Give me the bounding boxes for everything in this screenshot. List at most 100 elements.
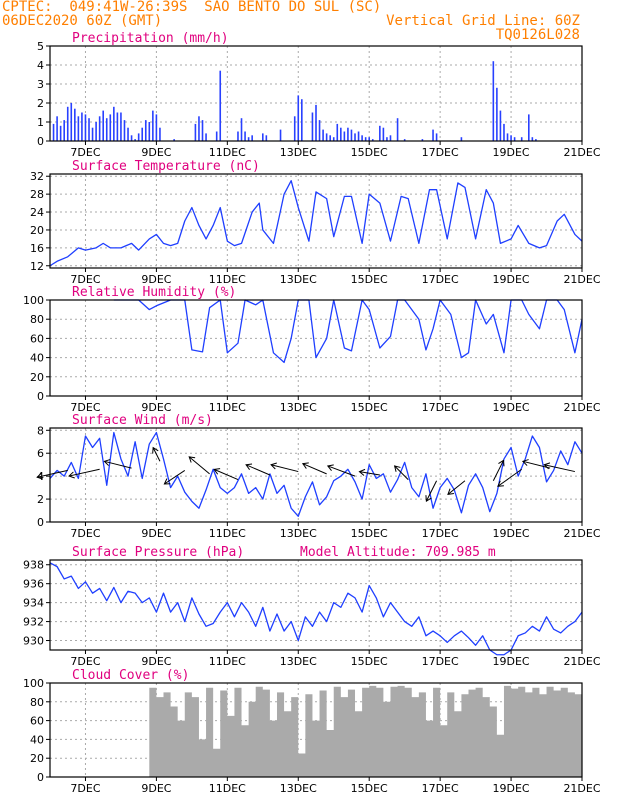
precip-bar — [531, 137, 534, 141]
precip-bar — [389, 135, 392, 141]
precip-bar — [173, 139, 175, 141]
precip-bar — [155, 114, 158, 141]
x-tick-label: 21DEC — [563, 146, 600, 159]
precip-bar — [357, 131, 360, 141]
wind-vector — [302, 463, 327, 475]
x-tick-label: 21DEC — [563, 655, 600, 668]
x-tick-label: 13DEC — [280, 273, 317, 286]
precip-bar — [301, 99, 303, 141]
x-tick-label: 13DEC — [280, 782, 317, 795]
panel-title: Precipitation (mm/h) — [72, 31, 229, 46]
x-tick-label: 17DEC — [422, 146, 459, 159]
precip-bar — [91, 127, 94, 141]
wind-vector — [425, 480, 438, 502]
precip-bar — [343, 131, 346, 141]
y-tick-label: 0 — [37, 771, 44, 784]
x-tick-label: 11DEC — [209, 655, 246, 668]
x-tick-label: 19DEC — [493, 655, 530, 668]
precip-bar — [332, 137, 335, 141]
panel-5: 930 932 934 936 938 7DEC 9DEC 11DEC 13DEC 15DEC 17… — [23, 545, 601, 668]
wind-vector-head — [393, 465, 401, 472]
precip-bar — [499, 110, 502, 141]
y-tick-label: 938 — [23, 559, 44, 572]
y-tick-label: 3 — [37, 78, 44, 91]
precip-bar — [81, 112, 83, 141]
precip-bar — [382, 127, 385, 141]
precip-bar — [510, 135, 512, 141]
wind-vector — [188, 456, 210, 475]
precip-bar — [435, 133, 438, 141]
wind-vector-head — [543, 462, 551, 470]
precip-bar — [123, 120, 126, 141]
x-tick-label: 9DEC — [141, 273, 171, 286]
x-tick-label: 13DEC — [280, 146, 317, 159]
precip-bar — [98, 116, 101, 141]
wind-vector — [327, 465, 356, 477]
precip-bar — [134, 139, 136, 141]
x-tick-label: 21DEC — [563, 527, 600, 540]
x-tick-label: 19DEC — [493, 146, 530, 159]
precip-bar — [368, 137, 370, 141]
wind-vector — [164, 469, 186, 485]
precip-bar — [340, 127, 342, 141]
precip-bar — [265, 135, 268, 141]
precip-bar — [492, 61, 495, 142]
x-tick-label: 17DEC — [422, 273, 459, 286]
x-tick-label: 13DEC — [280, 527, 317, 540]
x-tick-label: 9DEC — [141, 146, 171, 159]
x-tick-label: 7DEC — [70, 527, 100, 540]
y-tick-label: 20 — [30, 371, 44, 384]
precip-bar — [137, 133, 140, 141]
precip-bar — [311, 112, 314, 141]
precip-bar — [520, 137, 523, 141]
precip-bar — [159, 127, 161, 141]
y-tick-label: 936 — [23, 578, 44, 591]
precip-bar — [120, 112, 122, 141]
x-tick-label: 19DEC — [493, 273, 530, 286]
x-tick-label: 15DEC — [351, 527, 388, 540]
precip-bar — [141, 127, 144, 141]
x-tick-label: 19DEC — [493, 527, 530, 540]
wind-vector-head — [447, 488, 454, 495]
wind-vector — [492, 460, 504, 481]
precip-bar — [364, 137, 367, 141]
y-tick-label: 40 — [30, 352, 44, 365]
precip-bar — [152, 110, 154, 141]
precip-bar — [361, 135, 363, 141]
x-tick-label: 15DEC — [351, 273, 388, 286]
precip-bar — [329, 135, 331, 141]
panel-3: 0 20 40 60 80 100 7DEC 9DEC 11DEC 13DEC 15DEC 17DEC… — [23, 285, 601, 414]
precip-bar — [102, 110, 104, 141]
precip-bar — [318, 120, 321, 141]
series-line — [49, 180, 583, 267]
y-tick-label: 12 — [30, 260, 44, 273]
precip-bar — [297, 95, 300, 141]
series-line — [49, 562, 583, 656]
y-tick-label: 100 — [23, 677, 44, 690]
wind-vector — [447, 480, 466, 495]
wind-vector — [270, 464, 299, 473]
y-tick-label: 60 — [30, 332, 44, 345]
precip-bar — [325, 133, 328, 141]
precip-bar — [113, 106, 115, 141]
precip-bar — [386, 137, 388, 141]
precip-bar — [109, 114, 112, 141]
y-tick-label: 6 — [37, 447, 44, 460]
y-tick-label: 32 — [30, 170, 44, 183]
x-tick-label: 21DEC — [563, 401, 600, 414]
x-tick-label: 13DEC — [280, 655, 317, 668]
header-location: CPTEC: 049:41W-26:39S SAO BENTO DO SUL (… — [2, 0, 382, 15]
y-tick-label: 100 — [23, 294, 44, 307]
precip-bar — [279, 129, 282, 141]
precip-bar — [130, 135, 133, 141]
x-tick-label: 9DEC — [141, 527, 171, 540]
wind-vector — [544, 464, 576, 473]
y-tick-label: 16 — [30, 242, 44, 255]
precip-bar — [194, 123, 197, 141]
precip-bar — [66, 106, 69, 141]
wind-vector — [37, 469, 68, 478]
wind-vector-head — [270, 462, 277, 470]
wind-vector — [394, 465, 409, 480]
precip-bar — [432, 129, 434, 141]
wind-vector-head — [326, 464, 334, 471]
